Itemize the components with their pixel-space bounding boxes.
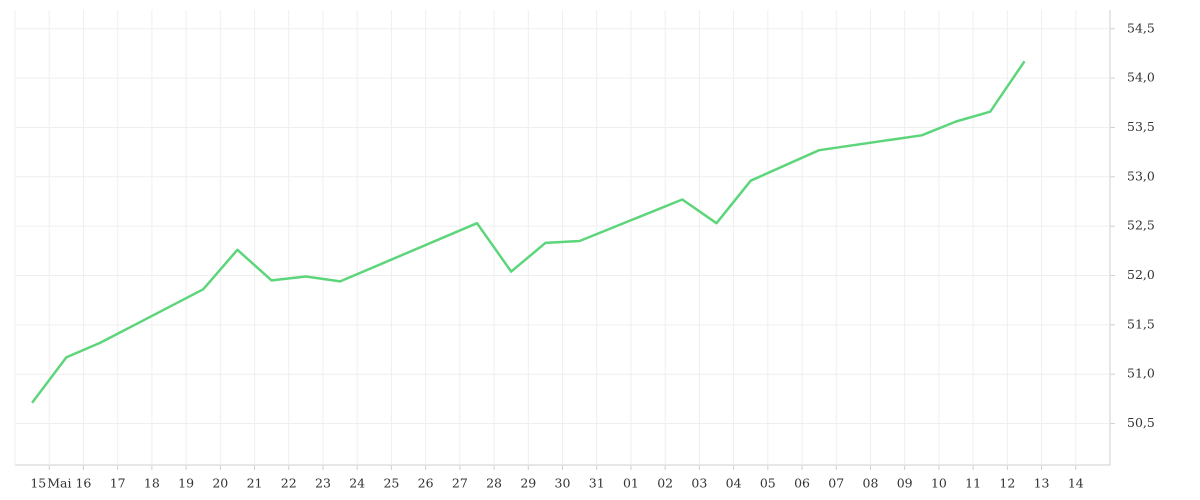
x-tick-label: 30 — [555, 476, 571, 491]
x-tick-label: 05 — [760, 476, 776, 491]
x-tick-label: 15 — [30, 476, 46, 491]
x-tick-label: 27 — [452, 476, 468, 491]
x-tick-label: 01 — [623, 476, 639, 491]
x-tick-label: 26 — [418, 476, 434, 491]
x-tick-label: 28 — [486, 476, 502, 491]
x-tick-label: 16 — [75, 476, 91, 491]
y-tick-label: 50,5 — [1127, 415, 1155, 430]
x-tick-label: 11 — [965, 476, 981, 491]
y-tick-label: 53,5 — [1127, 119, 1155, 134]
line — [31, 60, 1026, 404]
y-tick-label: 54,0 — [1127, 70, 1155, 85]
x-tick-label: 03 — [691, 476, 707, 491]
x-tick-label: 25 — [383, 476, 399, 491]
x-tick-label: 10 — [931, 476, 947, 491]
y-tick-label: 51,5 — [1127, 316, 1155, 331]
x-tick-label: 04 — [726, 476, 742, 491]
x-tick-label: 29 — [520, 476, 536, 491]
y-tick-label: 53,0 — [1127, 168, 1155, 183]
month-label: Mai — [47, 476, 71, 491]
x-tick-label: 20 — [212, 476, 228, 491]
y-tick-label: 52,5 — [1127, 218, 1155, 233]
y-tick-label: 54,5 — [1127, 20, 1155, 35]
y-tick-label: 51,0 — [1127, 366, 1155, 381]
x-tick-label: 19 — [178, 476, 194, 491]
x-tick-label: 06 — [794, 476, 810, 491]
x-tick-label: 21 — [247, 476, 263, 491]
x-tick-label: 17 — [110, 476, 126, 491]
x-tick-label: 14 — [1068, 476, 1084, 491]
x-tick-label: 13 — [1034, 476, 1050, 491]
x-tick-label: 22 — [281, 476, 297, 491]
x-tick-label: 24 — [349, 476, 365, 491]
x-tick-label: 09 — [897, 476, 913, 491]
x-tick-label: 07 — [828, 476, 844, 491]
x-tick-label: 18 — [144, 476, 160, 491]
x-tick-label: 12 — [999, 476, 1015, 491]
x-tick-label: 02 — [657, 476, 673, 491]
y-tick-label: 52,0 — [1127, 267, 1155, 282]
x-tick-label: 08 — [863, 476, 879, 491]
x-tick-label: 31 — [589, 476, 605, 491]
x-tick-label: 23 — [315, 476, 331, 491]
